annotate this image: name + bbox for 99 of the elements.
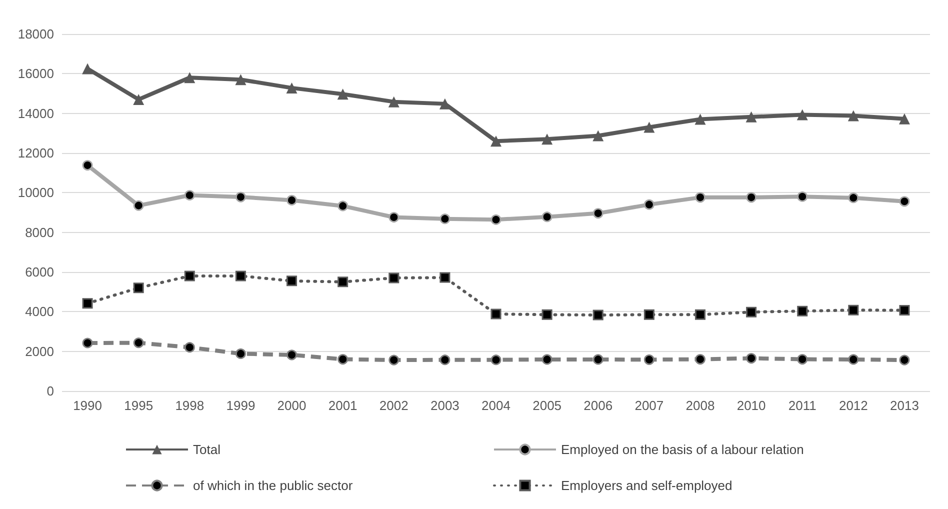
point: [440, 272, 450, 283]
point: [592, 208, 604, 219]
point: [184, 72, 196, 84]
x-tick-label: 2007: [634, 398, 664, 413]
y-tick-label: 2000: [25, 344, 54, 359]
point: [797, 354, 808, 365]
point: [746, 192, 757, 203]
y-tick-label: 16000: [18, 66, 54, 82]
point: [898, 113, 910, 124]
point: [848, 304, 859, 316]
legend-label: Total: [193, 442, 221, 457]
point: [388, 272, 400, 284]
point: [592, 354, 604, 365]
x-tick-label: 2011: [788, 398, 816, 413]
point: [235, 270, 246, 282]
point: [286, 276, 298, 286]
x-tick-label: 2013: [890, 398, 919, 413]
x-tick-label: 2000: [277, 398, 306, 413]
point: [286, 82, 298, 94]
x-tick-label: 1995: [124, 398, 154, 413]
point: [439, 98, 450, 110]
legend-label: of which in the public sector: [193, 478, 354, 493]
x-tick-label: 2012: [838, 398, 868, 413]
x-tick-label: 1999: [226, 398, 256, 413]
x-tick-label: 2002: [379, 398, 408, 413]
point: [490, 354, 502, 366]
point: [286, 350, 298, 360]
x-tick-label: 1990: [73, 398, 102, 413]
point: [286, 194, 298, 206]
point: [235, 74, 246, 86]
point: [440, 354, 450, 366]
point: [899, 305, 910, 316]
x-tick-label: 2010: [736, 398, 766, 413]
point: [388, 212, 400, 223]
x-tick-label: 2006: [584, 398, 613, 413]
point: [848, 110, 859, 122]
y-tick-label: 14000: [18, 106, 54, 121]
point: [644, 122, 655, 133]
y-tick-label: 12000: [18, 146, 54, 160]
y-tick-label: 6000: [25, 264, 54, 280]
y-tick-label: 0: [46, 384, 54, 398]
legend-label: Employed on the basis of a labour relation: [561, 442, 804, 457]
legend-label: Employers and self-employed: [561, 478, 732, 493]
point: [694, 354, 706, 365]
point: [82, 298, 93, 309]
point: [644, 354, 654, 365]
point: [899, 354, 910, 366]
point: [746, 306, 757, 318]
point: [133, 338, 144, 348]
point: [797, 306, 808, 316]
point: [184, 270, 195, 282]
point: [797, 191, 808, 202]
point: [592, 310, 604, 320]
point: [644, 199, 654, 210]
x-tick-label: 2008: [686, 398, 715, 413]
point: [694, 309, 706, 320]
point: [644, 309, 654, 320]
point: [338, 276, 348, 288]
point: [542, 354, 552, 365]
point: [796, 109, 808, 120]
point: [746, 353, 757, 364]
point: [235, 192, 246, 202]
x-tick-label: 1998: [175, 398, 204, 413]
x-tick-label: 2001: [328, 398, 358, 413]
point: [848, 354, 859, 365]
x-tick-label: 2003: [430, 398, 460, 413]
point: [694, 114, 706, 125]
point: [388, 354, 400, 366]
y-tick-label: 10000: [18, 185, 54, 200]
point: [490, 214, 502, 225]
point: [542, 134, 553, 145]
point: [746, 111, 757, 122]
point: [694, 192, 706, 203]
point: [899, 196, 910, 207]
point: [848, 192, 859, 204]
x-tick-label: 2005: [532, 398, 562, 413]
point: [184, 342, 195, 353]
point: [542, 212, 552, 222]
point: [338, 200, 348, 212]
point: [82, 160, 93, 171]
y-tick-label: 4000: [25, 304, 54, 320]
point: [490, 308, 502, 320]
point: [440, 214, 450, 224]
point: [542, 309, 552, 320]
point: [82, 63, 94, 74]
x-tick-label: 2004: [482, 398, 510, 413]
point: [133, 282, 144, 294]
point: [490, 136, 502, 147]
point: [592, 130, 604, 142]
point: [388, 96, 400, 108]
point: [184, 190, 195, 200]
point: [235, 348, 246, 359]
point: [338, 354, 348, 365]
y-tick-label: 18000: [18, 26, 54, 42]
point: [337, 88, 348, 100]
point: [82, 338, 93, 348]
point: [133, 94, 144, 105]
point: [133, 200, 144, 211]
y-tick-label: 8000: [25, 224, 54, 240]
